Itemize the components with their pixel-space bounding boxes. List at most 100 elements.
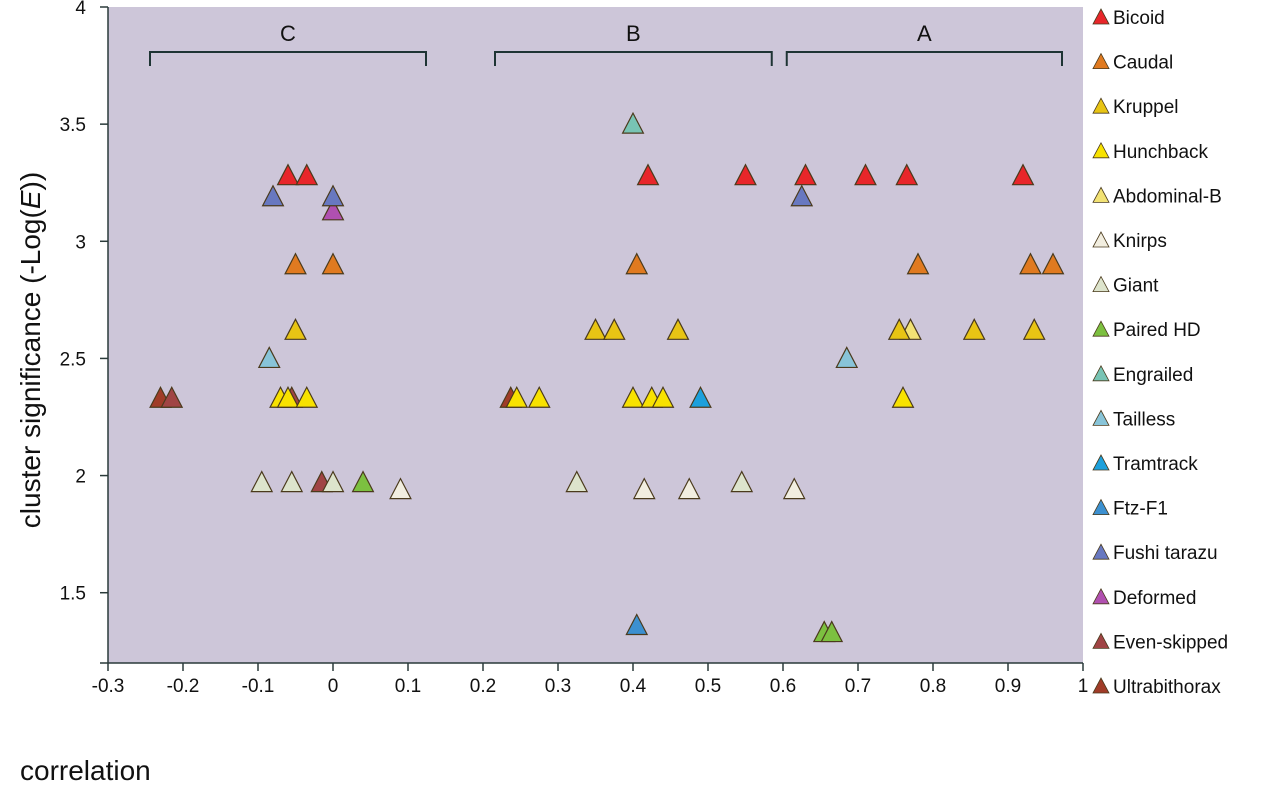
point-kruppel (584, 318, 607, 340)
legend-item-kruppel: Kruppel (1092, 97, 1179, 118)
point-kruppel (602, 318, 626, 340)
legend-marker-icon (1092, 454, 1110, 471)
point-caudal (906, 252, 930, 275)
legend-marker-icon (1092, 498, 1110, 515)
y-axis-title-suffix: )) (15, 172, 46, 191)
x-tick-label: 0.5 (695, 676, 721, 697)
point-bicoid (794, 163, 817, 186)
point-hunchback (651, 385, 675, 408)
point-giant (280, 470, 304, 493)
legend-marker-icon (1092, 543, 1110, 560)
point-hunchback (891, 385, 915, 408)
x-tick-label: 1 (1078, 676, 1089, 697)
x-tick-label: 0.8 (920, 676, 946, 697)
point-hunchback (527, 385, 551, 408)
point-fushi-tarazu (790, 184, 814, 207)
legend-marker-icon (1092, 97, 1110, 114)
data-points (149, 111, 1065, 643)
y-axis-title-italic: E (15, 190, 46, 209)
legend-marker-icon (1092, 8, 1110, 25)
legend-label: Ftz-F1 (1113, 499, 1168, 520)
y-tick-label: 4 (75, 0, 86, 19)
legend-marker-icon (1092, 632, 1110, 649)
legend-marker-icon (1092, 364, 1110, 382)
x-tick-label: 0.7 (845, 676, 871, 697)
x-tick-label: 0.1 (395, 676, 421, 697)
y-tick-label: 2 (75, 467, 86, 488)
point-fushi-tarazu (321, 184, 345, 207)
legend-item-giant: Giant (1092, 275, 1159, 297)
legend-item-tailless: Tailless (1092, 409, 1175, 430)
legend-label: Hunchback (1113, 142, 1209, 163)
point-paired-hd (820, 620, 844, 643)
point-deformed (321, 198, 345, 221)
y-tick-label: 1.5 (60, 584, 86, 605)
legend-item-tramtrack: Tramtrack (1092, 454, 1198, 475)
point-bicoid (1011, 163, 1035, 186)
point-knirps (632, 477, 656, 500)
point-hunchback (276, 385, 300, 408)
point-bicoid (895, 163, 919, 186)
x-axis-ticks: -0.3 -0.2 -0.1 0 0.1 0.2 0.3 0.4 0.5 0.6 0.7 0.8 0.9… (92, 663, 1089, 697)
point-bicoid (854, 163, 877, 186)
legend-marker-icon (1092, 320, 1110, 337)
legend-label: Tramtrack (1113, 454, 1198, 475)
legend-label: Kruppel (1113, 97, 1179, 118)
x-axis-title: correlation (20, 755, 151, 786)
point-caudal (321, 252, 345, 275)
legend-label: Bicoid (1113, 8, 1165, 29)
legend-marker-icon (1092, 52, 1110, 69)
y-tick-label: 3 (75, 232, 86, 253)
legend-label: Engrailed (1113, 365, 1193, 386)
point-fushi-tarazu (261, 184, 285, 207)
legend-item-even-skipped: Even-skipped (1092, 632, 1228, 653)
point-giant (321, 470, 345, 493)
y-tick-label: 2.5 (60, 349, 86, 370)
point-kruppel (887, 318, 911, 340)
point-knirps (782, 477, 806, 500)
legend-item-knirps: Knirps (1092, 231, 1167, 252)
point-giant (730, 470, 754, 493)
x-tick-label: -0.1 (242, 676, 275, 697)
point-hunchback (621, 385, 645, 408)
point-paired-hd (351, 470, 375, 493)
legend-item-paired-hd: Paired HD (1092, 320, 1201, 341)
point-giant (565, 470, 589, 493)
x-tick-label: 0.6 (770, 676, 796, 697)
point-hunchback (505, 385, 529, 408)
point-kruppel (666, 318, 690, 340)
point-even-skipped (160, 385, 184, 408)
point-bicoid (636, 163, 660, 186)
legend-item-abdominal-b: Abdominal-B (1092, 186, 1222, 207)
x-tick-label: 0.3 (545, 676, 571, 697)
legend-label: Fushi tarazu (1113, 543, 1218, 564)
x-tick-label: -0.2 (167, 676, 200, 697)
point-kruppel (1022, 318, 1046, 340)
legend: Bicoid Caudal Kruppel Hunchback Abdominal-B K… (1092, 8, 1228, 698)
legend-label: Tailless (1113, 409, 1175, 430)
point-bicoid (276, 163, 300, 186)
legend-label: Caudal (1113, 53, 1173, 74)
point-caudal (1019, 252, 1042, 275)
legend-label: Ultrabithorax (1113, 677, 1221, 698)
point-bicoid (295, 163, 319, 186)
point-hunchback (295, 385, 319, 408)
cluster-bracket-a (785, 51, 1063, 66)
legend-label: Deformed (1113, 588, 1196, 609)
legend-marker-icon (1092, 141, 1110, 159)
legend-item-ftz-f1: Ftz-F1 (1092, 498, 1168, 520)
point-tailless (835, 346, 859, 369)
x-tick-label: -0.3 (92, 676, 125, 697)
point-kruppel (284, 318, 307, 340)
point-bicoid (734, 163, 757, 186)
point-caudal (1041, 252, 1065, 275)
legend-marker-icon (1092, 275, 1110, 293)
legend-item-engrailed: Engrailed (1092, 364, 1193, 386)
cluster-bracket-b (494, 51, 773, 66)
point-tramtrack (689, 385, 712, 408)
point-engrailed (621, 111, 645, 134)
cluster-label-c: C (280, 21, 296, 46)
legend-label: Even-skipped (1113, 632, 1228, 653)
